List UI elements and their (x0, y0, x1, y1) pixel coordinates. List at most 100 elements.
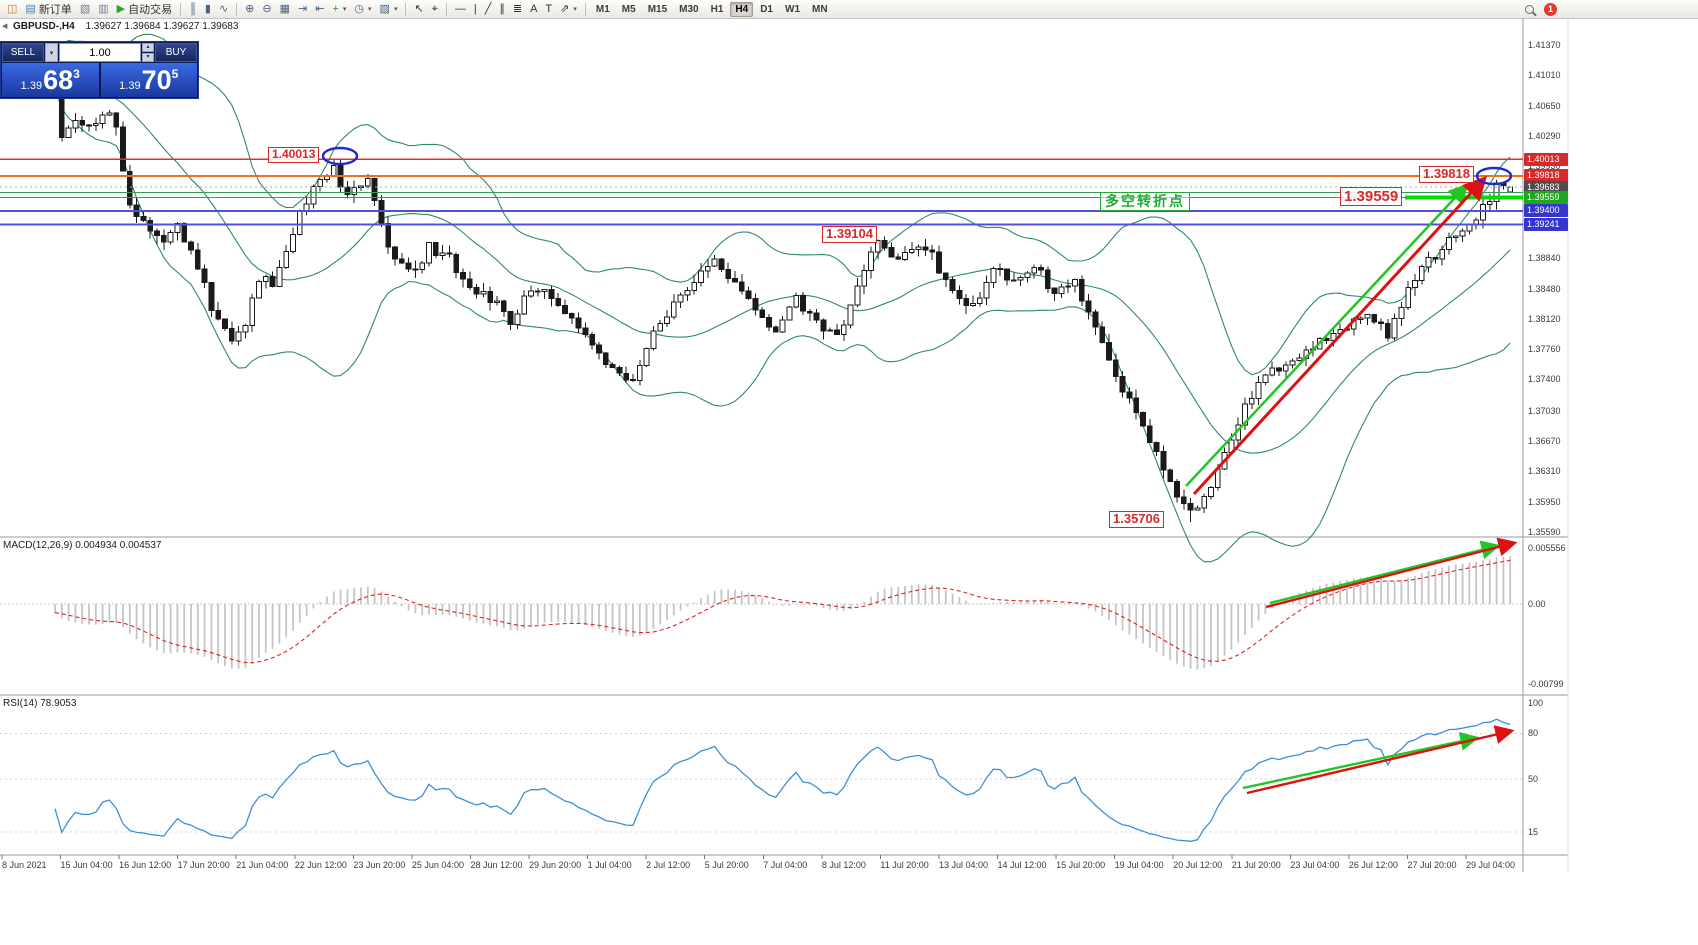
vertical-line-icon: | (473, 2, 477, 15)
ohlc-values: 1.39627 1.39684 1.39627 1.39683 (85, 21, 239, 32)
volume-stepper[interactable]: ▴ ▾ (142, 43, 154, 62)
indicators-icon: + (332, 2, 339, 15)
arrows-icon[interactable]: ⇗ ▾ (556, 1, 581, 18)
buy-button[interactable]: BUY (155, 43, 197, 62)
auto-scroll-icon[interactable]: ⇥ (294, 1, 311, 18)
toolbar-separator (584, 2, 586, 16)
periods-icon: ◷ (354, 2, 365, 15)
vertical-line-icon[interactable]: | (470, 1, 481, 18)
chevron-down-icon: ▾ (573, 6, 577, 13)
profiles-icon[interactable]: ▧ (76, 1, 94, 18)
templates-icon[interactable]: ▨ ▾ (376, 1, 402, 18)
auto-scroll-icon: ⇥ (298, 2, 308, 15)
symbol-period-label: GBPUSD-,H4 (13, 21, 75, 32)
indicators-icon[interactable]: + ▾ (328, 1, 350, 18)
rsi-label: RSI(14) 78.9053 (3, 698, 77, 709)
turning-point-label[interactable]: 多空转折点 (1100, 192, 1190, 211)
rsi-axis-label: 80 (1528, 728, 1539, 739)
time-axis-label: 27 Jul 20:00 (1407, 860, 1457, 870)
chart-shift-icon[interactable]: ⇤ (311, 1, 328, 18)
time-axis-label: 23 Jul 04:00 (1290, 860, 1340, 870)
volume-step-down-icon[interactable]: ▾ (142, 53, 154, 62)
search-icon[interactable] (1525, 4, 1534, 14)
line-chart-icon[interactable]: ∿ (215, 1, 232, 18)
macd-label: MACD(12,26,9) 0.004934 0.004537 (3, 540, 162, 551)
toolbar-separator (236, 2, 238, 16)
new-order-button[interactable]: ▤ 新订单 (21, 1, 75, 18)
cursor-icon[interactable]: ↖ (410, 1, 427, 18)
tf-H1[interactable]: H1 (710, 3, 724, 15)
buy-price-button[interactable]: 1.39 70 5 (100, 63, 197, 97)
price-label-139818[interactable]: 1.39818 (1419, 166, 1474, 183)
tf-M1[interactable]: M1 (595, 3, 610, 15)
auto-trading-button-label: 自动交易 (128, 4, 173, 16)
zoom-out-icon[interactable]: ⊖ (258, 1, 275, 18)
auto-trading-button[interactable]: ▶ 自动交易 (113, 1, 176, 18)
sell-price-main: 1.39 (20, 80, 43, 92)
price-axis-label: 1.39930 (1528, 161, 1561, 172)
tf-M30[interactable]: M30 (679, 3, 699, 15)
text-icon[interactable]: A (526, 1, 541, 18)
time-axis-label: 29 Jul 04:00 (1466, 860, 1516, 870)
price-axis-label: 1.35950 (1528, 496, 1561, 507)
chart-shift-icon: ⇤ (315, 2, 325, 15)
chevron-down-icon: ▾ (342, 6, 347, 13)
price-label-140013[interactable]: 1.40013 (268, 147, 320, 163)
tf-M5[interactable]: M5 (621, 3, 636, 15)
channel-icon[interactable]: ∥ (495, 1, 509, 18)
price-label-135706[interactable]: 1.35706 (1109, 511, 1164, 528)
toolbar-separator (445, 2, 447, 16)
auto-trading-button: ▶ (116, 2, 126, 15)
zoom-in-icon[interactable]: ⊕ (241, 1, 258, 18)
horizontal-line-icon[interactable]: ― (451, 1, 470, 18)
sell-price-button[interactable]: 1.39 68 3 (2, 63, 99, 97)
tf-W1[interactable]: W1 (785, 3, 800, 15)
market-watch-icon[interactable]: ▥ (94, 1, 112, 18)
volume-step-up-icon[interactable]: ▴ (142, 43, 154, 52)
chart-window-icon[interactable]: ◫ (3, 1, 21, 18)
crosshair-icon[interactable]: ⌖ (428, 1, 442, 18)
text-label-icon[interactable]: T (541, 1, 556, 18)
volume-input[interactable] (59, 43, 141, 62)
chevron-down-icon: ▾ (393, 6, 398, 13)
buy-price-big: 70 (141, 64, 172, 95)
time-axis-label: 21 Jul 20:00 (1231, 860, 1281, 870)
sell-button[interactable]: SELL (2, 43, 44, 62)
fibonacci-icon[interactable]: ≣ (509, 1, 526, 18)
periods-icon[interactable]: ◷ ▾ (350, 1, 375, 18)
tf-D1[interactable]: D1 (760, 3, 773, 15)
price-axis-label: 1.38120 (1528, 313, 1561, 324)
cursor-icon: ↖ (414, 2, 424, 15)
price-tag: 1.39400 (1524, 204, 1568, 218)
time-axis-label: 1 Jul 04:00 (587, 860, 632, 870)
templates-icon: ▨ (379, 2, 390, 15)
tf-H4[interactable]: H4 (730, 1, 754, 17)
bar-chart-icon[interactable]: ║ (185, 1, 201, 18)
collapse-quote-panel-icon[interactable]: ◀ (2, 23, 8, 30)
price-label-139559[interactable]: 1.39559 (1340, 187, 1403, 207)
notification-badge[interactable]: 1 (1544, 2, 1557, 16)
time-axis-label: 20 Jul 12:00 (1173, 860, 1223, 870)
tile-windows-icon[interactable]: ▦ (276, 1, 294, 18)
price-label-139104[interactable]: 1.39104 (822, 226, 877, 243)
crosshair-icon: ⌖ (431, 2, 438, 15)
candlestick-chart-icon: ▮ (204, 2, 211, 15)
tf-MN[interactable]: MN (812, 3, 828, 15)
time-axis-label: 22 Jun 12:00 (294, 860, 347, 870)
tf-M15[interactable]: M15 (647, 3, 668, 15)
order-type-dropdown[interactable]: ▾ (45, 43, 58, 62)
one-click-trade-panel: SELL ▾ ▴ ▾ BUY 1.39 68 3 1.39 70 5 (0, 41, 199, 99)
trade-panel-prices: 1.39 68 3 1.39 70 5 (2, 63, 197, 97)
price-axis-label: 1.41370 (1528, 40, 1561, 50)
toolbar-separator (180, 2, 182, 16)
fibonacci-icon: ≣ (512, 2, 523, 15)
sell-price-pip: 3 (73, 67, 80, 81)
macd-axis-label: -0.00799 (1528, 678, 1564, 689)
trendline-icon[interactable]: ╱ (481, 1, 496, 18)
buy-price-main: 1.39 (119, 80, 141, 92)
price-axis-label: 1.40290 (1528, 130, 1561, 141)
candlestick-chart-icon[interactable]: ▮ (201, 1, 215, 18)
time-axis-label: 13 Jul 04:00 (938, 860, 988, 870)
